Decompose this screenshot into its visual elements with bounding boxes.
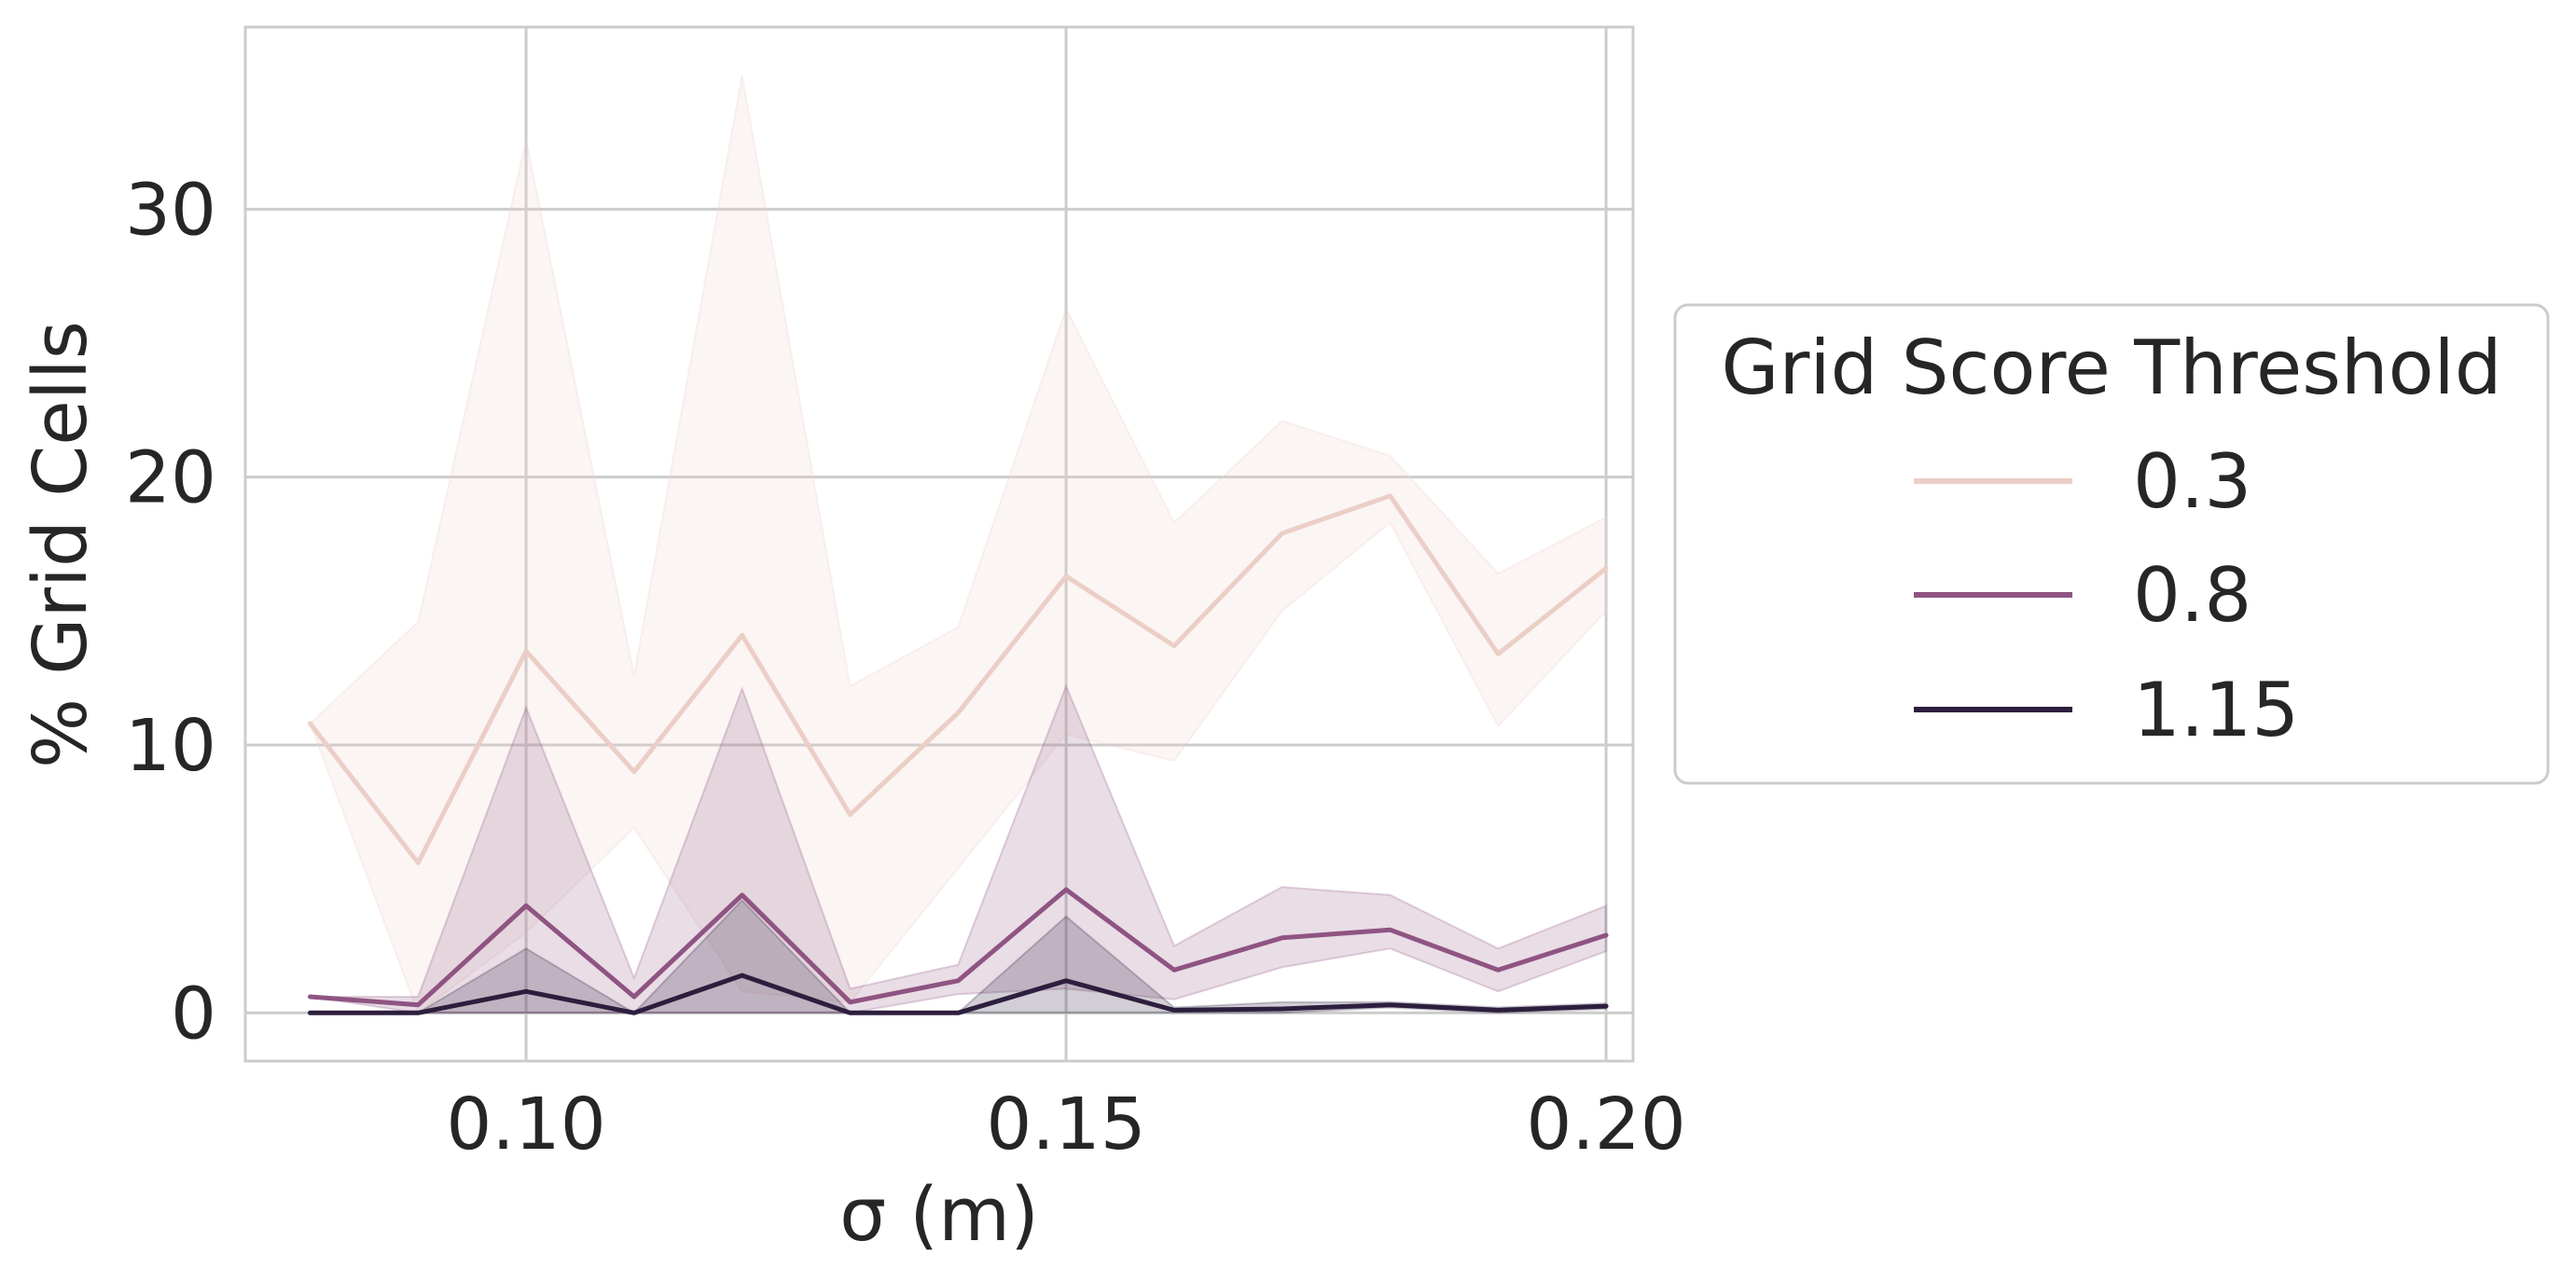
y-tick-label: 0 — [171, 973, 216, 1055]
x-tick-label: 0.10 — [446, 1083, 605, 1166]
x-axis-label: σ (m) — [839, 1172, 1039, 1258]
legend-entries: 0.3 0.8 1.15 — [1914, 438, 2299, 753]
legend-box — [1673, 303, 2550, 785]
legend-title: Grid Score Threshold — [1721, 324, 2501, 411]
legend-label: 0.8 — [2133, 552, 2251, 639]
x-tick-label: 0.20 — [1526, 1083, 1685, 1166]
confidence-band-series-0.8 — [310, 683, 1608, 1014]
line-series-1.15 — [308, 973, 1609, 1015]
plot-background — [245, 27, 1633, 1061]
x-axis-ticks: 0.10 0.15 0.20 — [446, 1083, 1685, 1166]
y-tick-label: 30 — [125, 169, 216, 252]
y-axis-ticks: 0 10 20 30 — [125, 169, 216, 1055]
plot-area — [243, 25, 1635, 1063]
y-tick-label: 10 — [125, 705, 216, 788]
plot-frame — [243, 25, 1635, 1063]
confidence-band-series-0.3 — [309, 75, 1608, 1014]
line-series-0.8 — [308, 887, 1609, 1008]
x-tick-label: 0.15 — [986, 1083, 1145, 1166]
legend: Grid Score Threshold 0.3 0.8 1.15 — [1673, 303, 2550, 785]
legend-label: 0.3 — [2133, 438, 2251, 525]
line-series-0.3 — [308, 493, 1609, 865]
legend-label: 1.15 — [2133, 667, 2299, 753]
y-tick-label: 20 — [125, 437, 216, 520]
series-lines — [308, 493, 1609, 1015]
y-axis-label: % Grid Cells — [18, 321, 104, 768]
